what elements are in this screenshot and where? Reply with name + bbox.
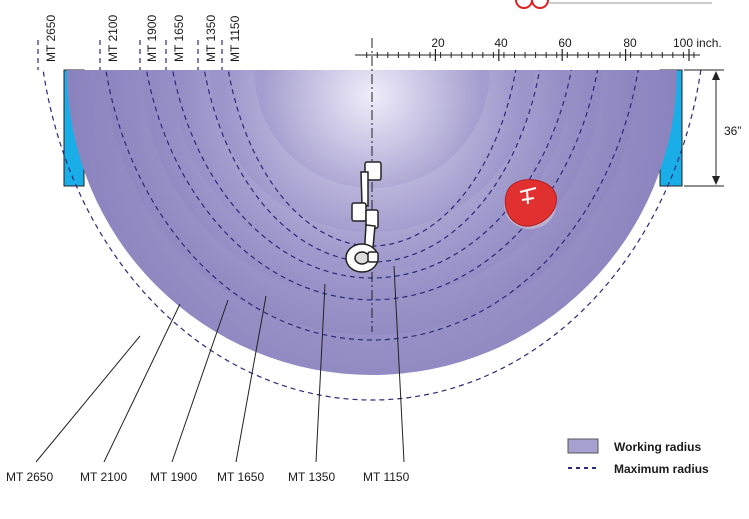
scale-tick-60: 60 [558, 36, 572, 50]
scale-tick-40: 40 [494, 36, 508, 50]
legend-working-swatch [568, 439, 598, 453]
top-label-mt2100: MT 2100 [106, 15, 120, 62]
top-label-mt2650: MT 2650 [44, 15, 58, 62]
legend-maximum-label: Maximum radius [614, 462, 709, 476]
scale-ruler: 20 40 60 80 100 inch. [355, 36, 722, 61]
top-model-labels: MT 2650 MT 2100 MT 1900 MT 1650 MT 1350 MT 11… [44, 15, 242, 62]
legend-working-label: Working radius [614, 440, 701, 454]
height-dimension: 36” [684, 70, 741, 186]
bottom-label-mt2650: MT 2650 [6, 470, 53, 484]
bottom-label-mt1350: MT 1350 [288, 470, 335, 484]
top-guide-lines [38, 40, 222, 70]
top-label-mt1350: MT 1350 [204, 15, 218, 62]
bottom-label-mt2100: MT 2100 [80, 470, 127, 484]
height-label: 36” [724, 124, 741, 138]
scale-tick-20: 20 [431, 36, 445, 50]
bottom-label-mt1650: MT 1650 [217, 470, 264, 484]
pointer-icon [504, 180, 557, 229]
top-label-mt1150: MT 1150 [228, 15, 242, 62]
legend: Working radius Maximum radius [568, 439, 709, 476]
top-label-mt1900: MT 1900 [145, 15, 159, 62]
logo-icon [516, 0, 712, 8]
top-label-mt1650: MT 1650 [172, 15, 186, 62]
scale-tick-80: 80 [623, 36, 637, 50]
scale-tick-100: 100 inch. [673, 36, 722, 50]
bottom-model-labels: MT 2650 MT 2100 MT 1900 MT 1650 MT 1350 … [6, 470, 410, 484]
bottom-label-mt1150: MT 1150 [363, 470, 410, 484]
bottom-label-mt1900: MT 1900 [150, 470, 197, 484]
